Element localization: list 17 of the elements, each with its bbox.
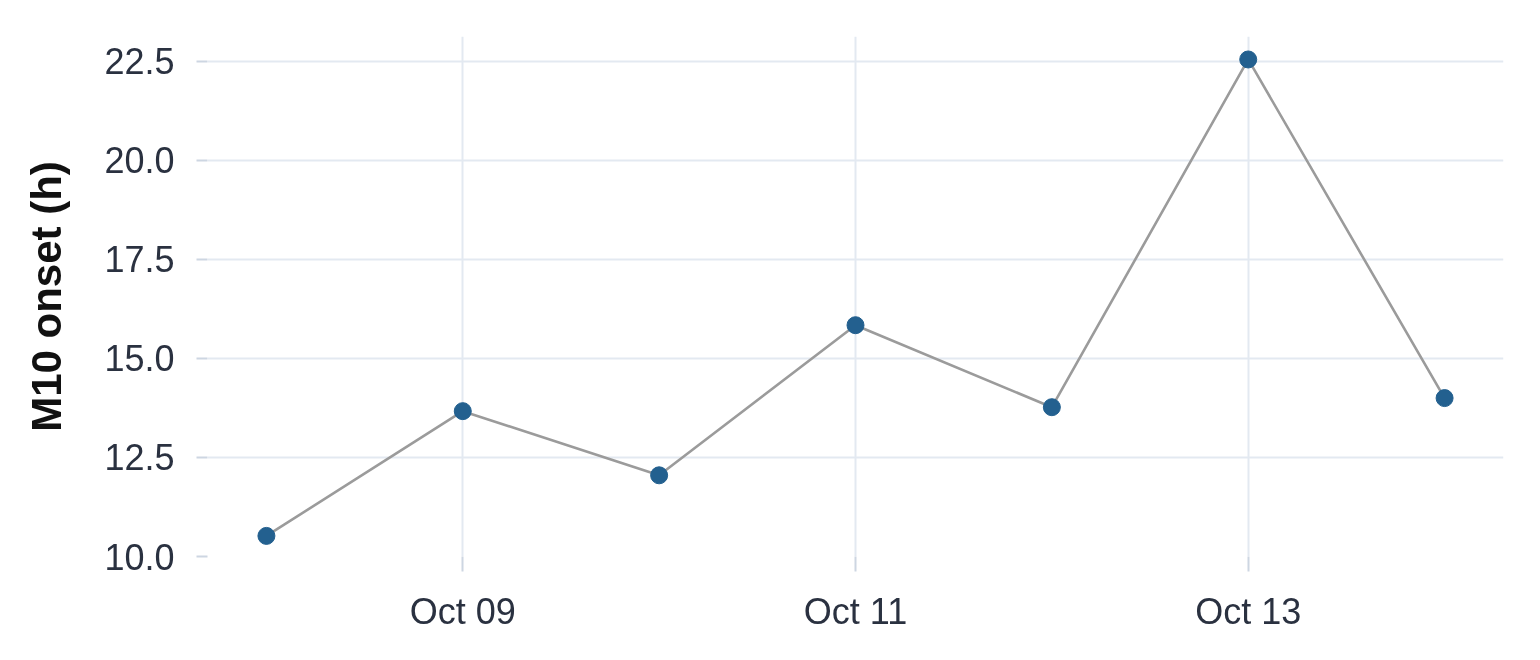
y-tick-label: 22.5 bbox=[104, 41, 175, 83]
y-tick-label: 17.5 bbox=[104, 239, 175, 281]
point bbox=[1042, 398, 1061, 417]
point bbox=[1435, 389, 1454, 408]
point bbox=[846, 316, 865, 335]
x-tick-label: Oct 11 bbox=[803, 590, 908, 632]
y-tick-label: 12.5 bbox=[104, 437, 175, 479]
point bbox=[650, 466, 669, 485]
point bbox=[1239, 50, 1258, 69]
y-axis-title: M10 onset (h) bbox=[23, 161, 71, 432]
y-tick-label: 10.0 bbox=[104, 536, 175, 578]
point bbox=[257, 526, 276, 545]
x-tick-label: Oct 09 bbox=[409, 590, 516, 632]
point bbox=[453, 402, 472, 421]
x-tick-label: Oct 13 bbox=[1195, 590, 1302, 632]
y-tick-label: 20.0 bbox=[104, 140, 175, 182]
y-tick-label: 15.0 bbox=[104, 338, 175, 380]
